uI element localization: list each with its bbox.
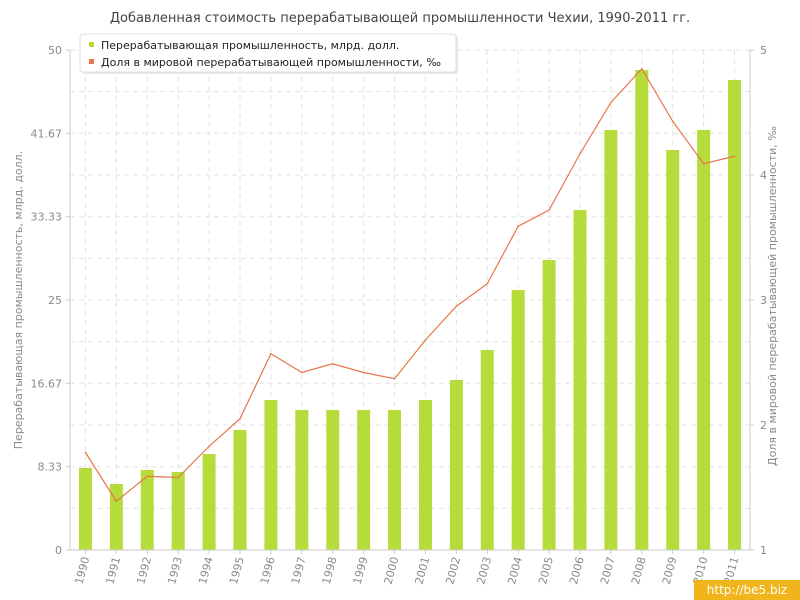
bar: [388, 410, 402, 550]
bar: [666, 150, 680, 550]
line-point: [548, 209, 550, 211]
legend-box: [79, 33, 457, 73]
line-point: [486, 282, 489, 285]
x-tick-label: 1993: [165, 555, 185, 585]
x-tick-label: 2000: [382, 555, 402, 585]
x-tick-label: 1997: [289, 555, 309, 585]
line-point: [301, 371, 303, 374]
line-point: [177, 476, 179, 479]
line-point: [424, 339, 427, 341]
y-tick-label: 16.67: [31, 377, 63, 390]
x-tick-label: 1996: [258, 555, 278, 585]
bar: [418, 400, 432, 550]
bar: [202, 454, 216, 550]
line-point: [393, 377, 396, 380]
x-tick-label: 2007: [598, 555, 618, 585]
x-tick-label: 2003: [474, 555, 494, 585]
bar: [109, 484, 123, 550]
y-tick-label: 33.33: [31, 211, 63, 224]
x-tick-label: 1995: [227, 555, 247, 585]
y2-axis-label: Доля в мировой перерабатывающей промышле…: [766, 126, 779, 466]
x-tick-label: 2004: [505, 555, 525, 585]
bar: [78, 468, 92, 550]
y2-tick-label: 2: [760, 419, 767, 432]
x-tick-label: 2005: [536, 555, 556, 585]
bar: [728, 80, 742, 550]
bar: [542, 260, 556, 550]
y2-tick-label: 5: [760, 44, 767, 57]
x-tick-label: 1994: [196, 555, 216, 585]
legend-swatch: [89, 59, 94, 64]
line-point: [208, 445, 210, 448]
line-point: [671, 120, 674, 123]
y-tick-label: 50: [48, 44, 62, 57]
bar: [171, 472, 185, 550]
line-point: [115, 500, 118, 503]
y2-tick-label: 1: [760, 544, 767, 557]
x-tick-label: 1991: [103, 555, 123, 585]
y2-tick-label: 3: [760, 294, 767, 307]
bar: [635, 70, 649, 550]
x-tick-label: 2001: [413, 555, 433, 585]
legend-swatch: [89, 42, 94, 47]
line-point: [270, 352, 272, 355]
bar: [480, 350, 494, 550]
y-tick-label: 25: [48, 294, 62, 307]
bar: [264, 400, 278, 550]
x-tick-label: 1990: [73, 555, 93, 585]
bar: [449, 380, 463, 550]
bar: [697, 130, 711, 550]
line-point: [702, 162, 705, 165]
bar: [573, 210, 587, 550]
bar: [604, 130, 618, 550]
x-tick-label: 1998: [320, 555, 340, 585]
y-axis-label: Перерабатывающая промышленность, млрд. д…: [12, 151, 25, 449]
bar: [295, 410, 309, 550]
line-point: [641, 67, 643, 70]
line-point: [331, 362, 334, 365]
plot-area: 0 8.33 16.67 25 33.33 41.67 50 1 2 3 4 5 1990 1991 199…: [31, 44, 768, 586]
line-point: [610, 101, 612, 104]
line-point: [733, 155, 736, 158]
line-series: [84, 67, 735, 503]
x-tick-label: 2006: [567, 555, 587, 585]
x-tick-label: 2009: [660, 555, 680, 585]
x-tick-label: 1999: [351, 555, 371, 585]
y-tick-label: 8.33: [38, 461, 63, 474]
chart-title: Добавленная стоимость перерабатывающей п…: [110, 11, 690, 26]
line-point: [455, 305, 458, 308]
bar: [233, 430, 247, 550]
legend: Перерабатывающая промышленность, млрд. д…: [79, 33, 458, 74]
y-tick-label: 41.67: [31, 127, 63, 140]
x-tick-label: 1992: [134, 555, 154, 585]
legend-label: Доля в мировой перерабатывающей промышле…: [101, 56, 441, 69]
x-tick-label: 2002: [443, 555, 463, 585]
watermark: http://be5.biz: [694, 580, 800, 600]
line-point: [579, 152, 581, 155]
x-tick-label: 2008: [629, 555, 649, 585]
y-tick-label: 0: [55, 544, 62, 557]
bar: [511, 290, 525, 550]
bar: [326, 410, 340, 550]
legend-label: Перерабатывающая промышленность, млрд. д…: [101, 39, 399, 52]
line-point: [517, 225, 519, 228]
line-point: [146, 475, 149, 478]
line-point: [362, 371, 365, 374]
y2-tick-label: 4: [760, 169, 767, 182]
bar: [357, 410, 371, 550]
line-point: [239, 417, 241, 420]
line-point: [84, 451, 87, 454]
bar: [140, 470, 154, 550]
